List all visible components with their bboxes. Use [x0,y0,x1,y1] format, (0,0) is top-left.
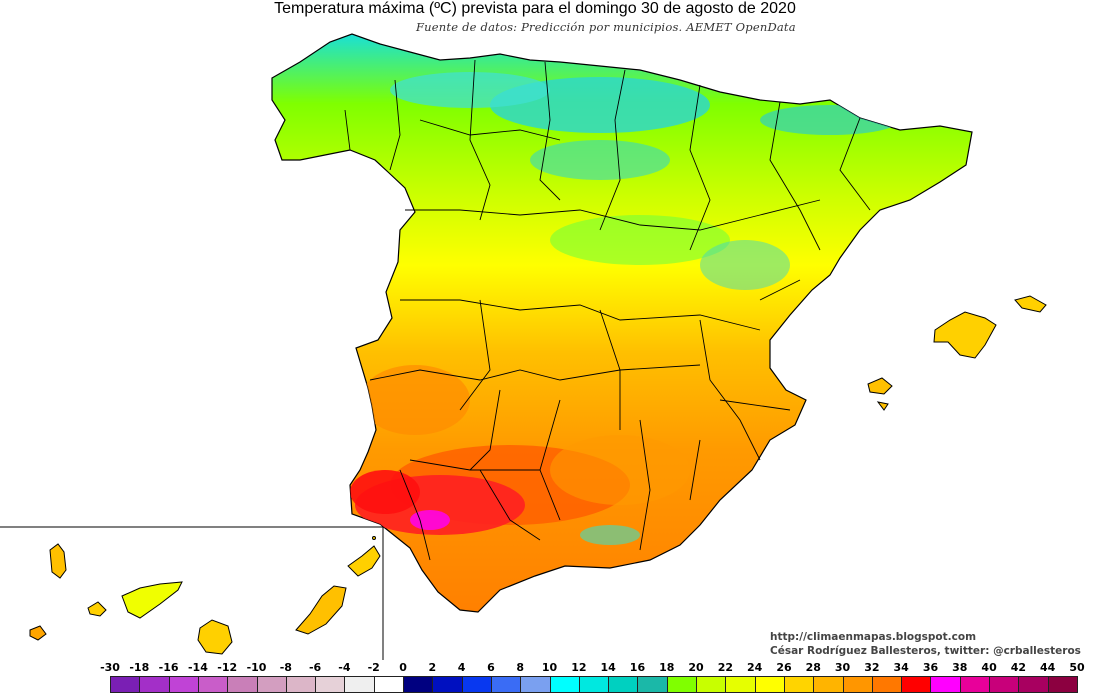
legend-swatch [842,676,873,693]
page-subtitle: Fuente de datos: Predicción por municipi… [416,20,796,34]
legend-label: -10 [246,661,267,674]
color-legend: -30 -18 -16 -14 -12 -10 -8 -6 -4 -2 0 2 4 6 8 10 12 14 16 1… [0,659,1098,696]
page-title: Temperatura máxima (ºC) prevista para el… [274,0,796,17]
legend-swatch [549,676,580,693]
legend-swatch [608,676,639,693]
legend-swatch [989,676,1020,693]
legend-label: 32 [864,661,880,674]
legend-label: 42 [1010,661,1027,674]
legend-label: 12 [571,661,587,674]
legend-swatch [666,676,698,693]
legend-label: 30 [834,661,851,674]
legend-color-bar [110,676,1078,693]
legend-swatch [403,676,434,693]
legend-swatch [637,676,668,693]
author-credit: César Rodríguez Ballesteros, twitter: @c… [770,645,1081,657]
legend-swatch [139,676,170,693]
blog-credit: http://climaenmapas.blogspot.com [770,631,977,643]
legend-labels: -30 -18 -16 -14 -12 -10 -8 -6 -4 -2 0 2 4 6 8 10 12 14 16 1… [0,659,1098,675]
legend-swatch [197,676,229,693]
legend-swatch [110,676,141,693]
legend-swatch [813,676,844,693]
legend-swatch [725,676,756,693]
legend-swatch [696,676,727,693]
legend-label: 22 [717,661,734,674]
legend-label: -6 [308,661,322,674]
legend-label: -8 [279,661,292,674]
legend-swatch [901,676,932,693]
legend-swatch [930,676,961,693]
legend-label: 6 [487,661,495,674]
legend-swatch [783,676,815,693]
legend-label: 8 [516,661,525,674]
legend-swatch [344,676,375,693]
legend-label: 26 [776,661,792,674]
legend-label: 40 [981,661,997,674]
legend-swatch [256,676,287,693]
legend-swatch [754,676,785,693]
canary-inset-frame [0,526,384,660]
legend-label: 4 [457,661,466,674]
legend-label: 50 [1069,661,1085,674]
legend-swatch [168,676,199,693]
legend-label: -12 [217,661,238,674]
province-borders [344,59,871,561]
legend-label: 20 [688,661,704,674]
legend-label: 16 [629,661,646,674]
legend-label: 18 [659,661,675,674]
iberian-peninsula [271,33,973,613]
legend-label: 2 [428,661,437,674]
temperature-map [0,33,1047,660]
legend-label: 28 [805,661,821,674]
legend-label: 14 [600,661,616,674]
legend-label: -2 [367,661,380,674]
legend-swatch [490,676,522,693]
legend-label: -4 [338,661,351,674]
legend-swatch [578,676,610,693]
legend-label: 44 [1040,661,1056,674]
legend-label: 36 [922,661,939,674]
legend-swatch [432,676,463,693]
legend-swatch [285,676,317,693]
legend-label: 38 [952,661,968,674]
legend-swatch [461,676,492,693]
legend-label: 10 [541,661,558,674]
legend-swatch [227,676,258,693]
legend-swatch [871,676,903,693]
legend-label: 0 [399,661,407,674]
legend-swatch [1018,676,1049,693]
legend-swatch [315,676,346,693]
legend-label: -16 [158,661,179,674]
legend-swatch [1047,676,1078,693]
legend-swatch [373,676,405,693]
legend-label: 34 [893,661,909,674]
legend-swatch [959,676,991,693]
legend-label: 24 [747,661,763,674]
legend-label: -30 [100,661,120,674]
balearic-islands [867,295,1047,411]
canary-islands [29,536,381,655]
legend-label: -14 [187,661,208,674]
legend-label: -18 [129,661,150,674]
legend-swatch [520,676,551,693]
